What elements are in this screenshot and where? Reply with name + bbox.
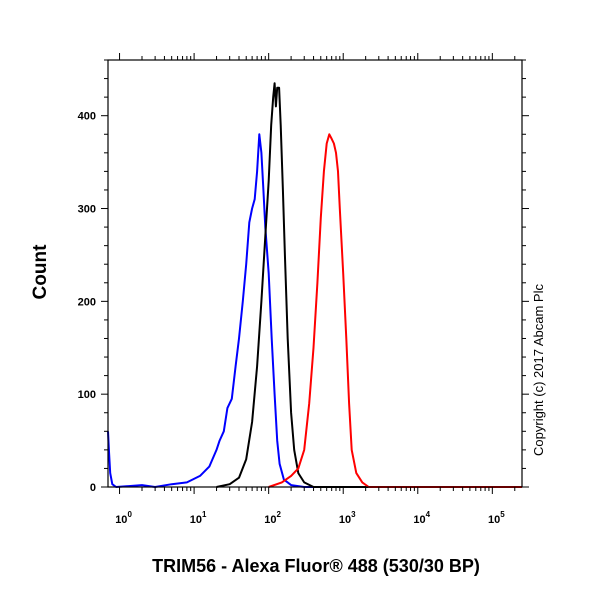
series-line-3 xyxy=(268,133,522,488)
x-axis-title: TRIM56 - Alexa Fluor® 488 (530/30 BP) xyxy=(152,556,480,576)
y-tick-label: 200 xyxy=(78,296,96,308)
x-tick-label: 103 xyxy=(339,510,356,526)
y-tick-label: 400 xyxy=(78,111,96,123)
x-tick-label: 104 xyxy=(413,510,430,526)
y-tick-label: 0 xyxy=(90,482,96,494)
y-axis-title: Count xyxy=(30,244,51,300)
series-line-2 xyxy=(216,82,522,488)
x-tick-label: 100 xyxy=(115,510,132,526)
copyright-notice: Copyright (c) 2017 Abcam Plc xyxy=(531,284,546,456)
x-tick-label: 102 xyxy=(264,510,281,526)
plot-frame xyxy=(107,59,523,488)
x-tick-label: 105 xyxy=(488,510,505,526)
y-tick-label: 300 xyxy=(78,204,96,216)
plot-lines xyxy=(107,82,522,488)
x-axis: 100 101 102 103 104 105 xyxy=(115,53,516,526)
x-tick-label: 101 xyxy=(190,510,207,526)
y-axis: 0 100 200 300 400 xyxy=(78,59,529,494)
y-tick-label: 100 xyxy=(78,389,96,401)
